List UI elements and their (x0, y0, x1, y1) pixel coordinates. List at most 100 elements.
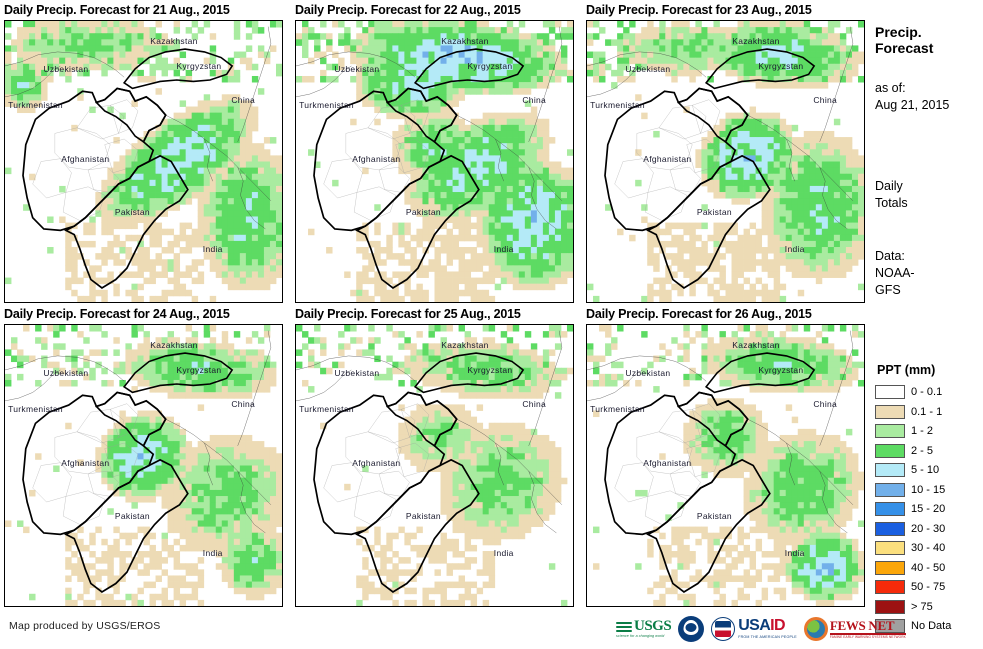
as-of-date: Aug 21, 2015 (875, 98, 950, 112)
country-label: Uzbekistan (334, 367, 380, 378)
panel-title: Daily Precip. Forecast for 26 Aug., 2015 (586, 307, 812, 321)
usgs-tagline: science for a changing world (616, 634, 665, 639)
usaid-seal-icon (711, 617, 736, 641)
country-label: Pakistan (114, 511, 150, 522)
legend-rows: 0 - 0.1 0.1 - 1 1 - 2 2 - 5 5 - 10 10 - 15 15 … (875, 383, 983, 635)
map-canvas[interactable]: Kazakhstan Uzbekistan Kyrgyzstan Turkmenist… (586, 20, 865, 303)
country-label: India (493, 243, 514, 254)
map-canvas[interactable]: Kazakhstan Uzbekistan Kyrgyzstan Turkmenist… (4, 324, 283, 607)
panel-title: Daily Precip. Forecast for 22 Aug., 2015 (295, 3, 521, 17)
fews-logo-text: FEWS NET (829, 618, 895, 634)
fews-tagline: FAMINE EARLY WARNING SYSTEMS NETWORK (829, 634, 906, 639)
usaid-logo: USAID FROM THE AMERICAN PEOPLE (711, 614, 797, 644)
legend-item: 0 - 0.1 (875, 383, 983, 401)
country-label: Uzbekistan (334, 63, 380, 74)
as-of-label: as of: (875, 81, 906, 95)
country-label: Kazakhstan (150, 339, 198, 350)
precipitation-raster (5, 325, 282, 606)
noaa-seal-icon (678, 616, 705, 642)
panel-title: Daily Precip. Forecast for 23 Aug., 2015 (586, 3, 812, 17)
legend-item: 15 - 20 (875, 500, 983, 518)
country-label: Afghanistan (352, 457, 401, 468)
country-label: Pakistan (114, 207, 150, 218)
map-canvas[interactable]: Kazakhstan Uzbekistan Kyrgyzstan Turkmenist… (295, 20, 574, 303)
country-label: Afghanistan (643, 457, 692, 468)
country-label: China (813, 398, 838, 409)
country-label: Afghanistan (61, 153, 110, 164)
country-label: Uzbekistan (43, 63, 89, 74)
map-canvas[interactable]: Kazakhstan Uzbekistan Kyrgyzstan Turkmenist… (295, 324, 574, 607)
precipitation-legend: PPT (mm) 0 - 0.1 0.1 - 1 1 - 2 2 - 5 5 - 10 1… (875, 363, 983, 637)
country-label: India (493, 547, 514, 558)
usgs-wave-icon (616, 620, 632, 634)
country-label: Kyrgyzstan (176, 364, 222, 375)
panel-title: Daily Precip. Forecast for 25 Aug., 2015 (295, 307, 521, 321)
country-label: Kyrgyzstan (467, 60, 513, 71)
daily-totals-block: Daily Totals (875, 178, 908, 212)
country-label: Uzbekistan (625, 367, 671, 378)
legend-item: > 75 (875, 598, 983, 616)
as-of-block: as of: Aug 21, 2015 (875, 80, 949, 114)
map-panel: Daily Precip. Forecast for 24 Aug., 2015… (0, 304, 287, 608)
country-label: China (231, 398, 256, 409)
country-label: India (784, 243, 805, 254)
daily-line2: Totals (875, 196, 908, 210)
legend-title: PPT (mm) (877, 363, 936, 377)
map-panel-grid: Daily Precip. Forecast for 21 Aug., 2015… (0, 0, 869, 608)
country-label: Kyrgyzstan (467, 364, 513, 375)
legend-swatch (875, 580, 905, 594)
country-label: China (231, 94, 256, 105)
legend-swatch (875, 541, 905, 555)
country-label: Pakistan (696, 207, 732, 218)
sidebar-heading-line1: Precip. (875, 24, 922, 40)
data-line2: NOAA- (875, 266, 915, 280)
country-label: India (202, 547, 223, 558)
map-canvas[interactable]: Kazakhstan Uzbekistan Kyrgyzstan Turkmenist… (4, 20, 283, 303)
usaid-logo-text: USAID (738, 617, 785, 635)
legend-swatch (875, 482, 905, 497)
legend-item: 40 - 50 (875, 559, 983, 577)
legend-swatch (875, 443, 905, 458)
precipitation-raster (587, 325, 864, 606)
sidebar-heading-line2: Forecast (875, 40, 934, 56)
legend-label: 30 - 40 (911, 542, 946, 554)
map-canvas[interactable]: Kazakhstan Uzbekistan Kyrgyzstan Turkmenist… (586, 324, 865, 607)
country-label: Kyrgyzstan (176, 60, 222, 71)
map-panel: Daily Precip. Forecast for 22 Aug., 2015… (291, 0, 578, 304)
map-panel: Daily Precip. Forecast for 23 Aug., 2015… (582, 0, 869, 304)
country-borders (296, 21, 573, 302)
legend-swatch (875, 560, 905, 575)
panel-title: Daily Precip. Forecast for 21 Aug., 2015 (4, 3, 230, 17)
legend-item: 30 - 40 (875, 539, 983, 557)
legend-label: No Data (911, 620, 952, 632)
country-label: Afghanistan (643, 153, 692, 164)
usaid-tagline: FROM THE AMERICAN PEOPLE (738, 634, 797, 639)
map-credit: Map produced by USGS/EROS (9, 620, 161, 632)
legend-item: No Data (875, 617, 983, 635)
legend-item: 20 - 30 (875, 520, 983, 538)
country-label: Kazakhstan (441, 35, 489, 46)
legend-label: > 75 (911, 600, 933, 613)
noaa-logo (678, 614, 705, 644)
country-label: Kyrgyzstan (758, 60, 804, 71)
country-label: Turkmenistan (8, 100, 63, 111)
fews-net-logo: FEWS NET FAMINE EARLY WARNING SYSTEMS NE… (803, 614, 906, 644)
country-label: India (202, 243, 223, 254)
country-borders (587, 325, 864, 606)
legend-swatch (875, 599, 905, 614)
data-line3: GFS (875, 283, 901, 297)
legend-label: 20 - 30 (911, 522, 946, 535)
legend-item: 0.1 - 1 (875, 403, 983, 421)
map-panel: Daily Precip. Forecast for 25 Aug., 2015… (291, 304, 578, 608)
fews-globe-icon (803, 617, 828, 641)
data-line1: Data: (875, 249, 905, 263)
legend-swatch (875, 404, 905, 419)
fews-rule (829, 633, 906, 635)
legend-label: 2 - 5 (911, 444, 934, 457)
legend-swatch (875, 521, 905, 536)
country-label: Pakistan (405, 207, 441, 218)
country-label: Uzbekistan (43, 367, 89, 378)
legend-swatch (875, 424, 905, 438)
data-source-block: Data: NOAA- GFS (875, 248, 915, 299)
legend-label: 0.1 - 1 (911, 405, 943, 418)
